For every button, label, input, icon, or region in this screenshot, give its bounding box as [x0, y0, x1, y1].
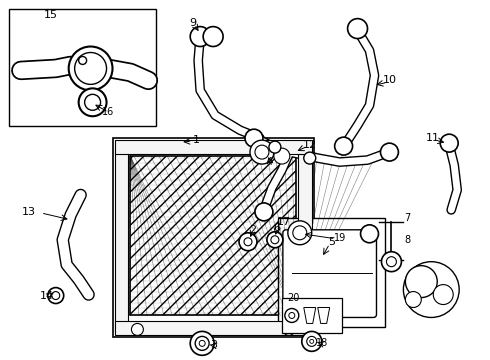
- Circle shape: [78, 57, 87, 64]
- Text: 18: 18: [316, 338, 328, 348]
- FancyBboxPatch shape: [283, 230, 376, 318]
- Circle shape: [387, 257, 396, 267]
- Circle shape: [361, 225, 378, 243]
- Text: 7: 7: [404, 213, 411, 223]
- Circle shape: [267, 232, 283, 248]
- Circle shape: [302, 332, 322, 351]
- Text: 8: 8: [404, 235, 411, 245]
- Circle shape: [48, 288, 64, 303]
- Circle shape: [69, 46, 113, 90]
- Circle shape: [245, 129, 263, 147]
- Circle shape: [403, 262, 459, 318]
- Bar: [130, 156, 296, 315]
- Circle shape: [288, 221, 312, 245]
- Circle shape: [304, 152, 316, 164]
- Bar: [115, 150, 128, 332]
- Circle shape: [239, 233, 257, 251]
- Bar: [298, 150, 312, 332]
- Circle shape: [271, 236, 279, 244]
- Circle shape: [433, 285, 453, 305]
- Circle shape: [74, 53, 106, 84]
- Bar: [9, 9, 156, 126]
- Polygon shape: [304, 307, 316, 323]
- Circle shape: [274, 148, 290, 164]
- Circle shape: [380, 143, 398, 161]
- Circle shape: [440, 134, 458, 152]
- Circle shape: [283, 323, 295, 336]
- Circle shape: [310, 339, 314, 343]
- Circle shape: [335, 137, 353, 155]
- Circle shape: [347, 19, 368, 39]
- Circle shape: [190, 27, 210, 46]
- Text: 6: 6: [273, 223, 280, 233]
- Circle shape: [307, 336, 317, 346]
- Text: 17: 17: [277, 217, 291, 227]
- Circle shape: [285, 309, 299, 323]
- Text: 5: 5: [328, 237, 335, 247]
- Bar: [278, 218, 386, 328]
- Polygon shape: [318, 307, 330, 323]
- Circle shape: [203, 27, 223, 46]
- Text: 14: 14: [40, 291, 54, 301]
- Text: 2: 2: [249, 225, 257, 235]
- Circle shape: [289, 312, 295, 319]
- Circle shape: [195, 336, 209, 350]
- Circle shape: [199, 340, 205, 346]
- Circle shape: [255, 145, 269, 159]
- Circle shape: [255, 203, 273, 221]
- Text: 13: 13: [22, 207, 36, 217]
- Text: 16: 16: [102, 107, 115, 117]
- Circle shape: [78, 88, 106, 116]
- Circle shape: [52, 292, 60, 300]
- Text: 11: 11: [426, 133, 441, 143]
- Text: 9: 9: [190, 18, 197, 28]
- Text: 10: 10: [382, 75, 396, 85]
- Circle shape: [85, 94, 100, 110]
- Circle shape: [131, 323, 144, 336]
- Bar: [282, 298, 342, 333]
- Text: 3: 3: [211, 340, 218, 350]
- Text: 12: 12: [303, 140, 317, 150]
- Circle shape: [405, 292, 421, 307]
- Circle shape: [250, 140, 274, 164]
- Circle shape: [269, 141, 281, 153]
- Bar: [115, 140, 312, 154]
- Circle shape: [405, 266, 437, 298]
- Circle shape: [190, 332, 214, 355]
- Circle shape: [293, 226, 307, 240]
- Text: 4: 4: [267, 157, 273, 167]
- Text: 15: 15: [44, 10, 58, 20]
- Bar: [113, 138, 314, 337]
- Text: 20: 20: [288, 293, 300, 302]
- Circle shape: [244, 238, 252, 246]
- Bar: [115, 321, 312, 336]
- Text: 19: 19: [334, 233, 346, 243]
- Circle shape: [382, 252, 401, 272]
- Text: 1: 1: [193, 135, 200, 145]
